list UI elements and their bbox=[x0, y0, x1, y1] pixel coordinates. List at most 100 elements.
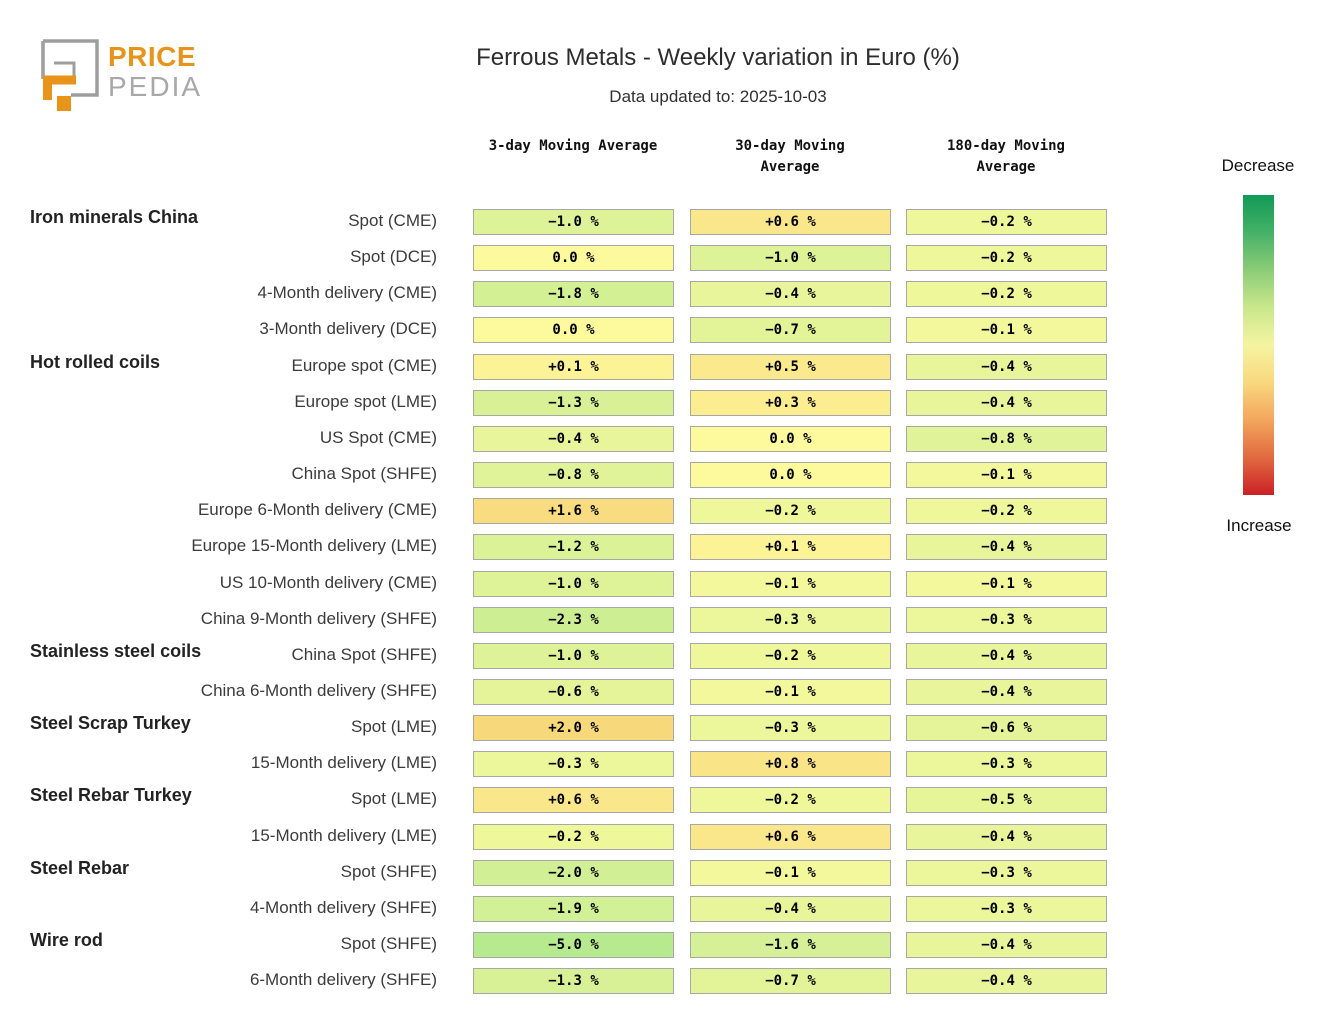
logo-pedia-text: PEDIA bbox=[108, 71, 203, 102]
heatmap-cell: −0.2 % bbox=[906, 209, 1107, 235]
heatmap-cell: −0.4 % bbox=[906, 824, 1107, 850]
row-label: 15-Month delivery (LME) bbox=[250, 826, 437, 845]
heatmap-cell: −0.4 % bbox=[906, 679, 1107, 705]
row-label: 6-Month delivery (SHFE) bbox=[249, 970, 437, 989]
heatmap-cell: −0.6 % bbox=[906, 715, 1107, 741]
heatmap-cell: −0.2 % bbox=[906, 498, 1107, 524]
row-group-label: Steel Rebar bbox=[30, 858, 130, 878]
heatmap-cell: −0.7 % bbox=[690, 968, 891, 994]
heatmap-cell: −1.3 % bbox=[473, 390, 674, 416]
heatmap-cell: −0.2 % bbox=[473, 824, 674, 850]
heatmap-cell: −0.1 % bbox=[690, 679, 891, 705]
row-group-label: Wire rod bbox=[30, 930, 103, 950]
row-label: Spot (SHFE) bbox=[340, 934, 437, 953]
heatmap-cell: +2.0 % bbox=[473, 715, 674, 741]
heatmap-cell: −5.0 % bbox=[473, 932, 674, 958]
legend-decrease-label: Decrease bbox=[1221, 156, 1295, 175]
heatmap-cell: −0.1 % bbox=[690, 571, 891, 597]
row-group-label: Stainless steel coils bbox=[30, 641, 202, 661]
heatmap-cell: +0.6 % bbox=[690, 209, 891, 235]
heatmap-cell: −1.9 % bbox=[473, 896, 674, 922]
heatmap-cell: −0.4 % bbox=[690, 896, 891, 922]
heatmap-cell: −1.6 % bbox=[690, 932, 891, 958]
row-label: 3-Month delivery (DCE) bbox=[259, 319, 437, 338]
heatmap-cell: −0.7 % bbox=[690, 317, 891, 343]
logo-price-text: PRICE bbox=[108, 41, 197, 72]
heatmap-cell: −0.2 % bbox=[906, 245, 1107, 271]
row-group-label: Steel Scrap Turkey bbox=[30, 713, 191, 733]
heatmap-cell: −0.4 % bbox=[906, 354, 1107, 380]
chart-subtitle: Data updated to: 2025-10-03 bbox=[609, 87, 827, 106]
heatmap-cell: −0.8 % bbox=[473, 462, 674, 488]
heatmap-cell: −0.2 % bbox=[906, 281, 1107, 307]
heatmap-cell: −0.4 % bbox=[906, 534, 1107, 560]
heatmap-cell: 0.0 % bbox=[690, 426, 891, 452]
heatmap-cell: −0.4 % bbox=[906, 932, 1107, 958]
row-label: Europe 6-Month delivery (CME) bbox=[197, 500, 437, 519]
heatmap-cell: 0.0 % bbox=[473, 245, 674, 271]
row-label: Spot (CME) bbox=[348, 211, 437, 230]
row-group-label: Iron minerals China bbox=[30, 207, 199, 227]
row-label: Europe 15-Month delivery (LME) bbox=[191, 536, 437, 555]
heatmap-cell: +0.1 % bbox=[690, 534, 891, 560]
heatmap-cell: −0.1 % bbox=[906, 571, 1107, 597]
heatmap-cell: −0.4 % bbox=[906, 968, 1107, 994]
row-label: US 10-Month delivery (CME) bbox=[219, 573, 437, 592]
row-label: Spot (SHFE) bbox=[340, 862, 437, 881]
legend-increase-label: Increase bbox=[1226, 516, 1292, 535]
heatmap-cell: −0.5 % bbox=[906, 787, 1107, 813]
row-group-label: Hot rolled coils bbox=[30, 352, 161, 372]
column-header-180day: 180-day Moving Average bbox=[946, 138, 1065, 175]
heatmap-cell: +0.1 % bbox=[473, 354, 674, 380]
row-label: China Spot (SHFE) bbox=[291, 645, 438, 664]
column-header-3day: 3-day Moving Average bbox=[488, 138, 658, 154]
heatmap-cell: −0.3 % bbox=[473, 751, 674, 777]
row-label: Europe spot (CME) bbox=[291, 356, 438, 375]
heatmap-cell: −0.3 % bbox=[690, 715, 891, 741]
heatmap-cell: −0.3 % bbox=[906, 751, 1107, 777]
heatmap-cell: −0.2 % bbox=[690, 787, 891, 813]
heatmap-cell: −0.4 % bbox=[906, 643, 1107, 669]
heatmap-cell: −0.1 % bbox=[906, 317, 1107, 343]
row-label: 4-Month delivery (SHFE) bbox=[249, 898, 437, 917]
heatmap-cell: −0.3 % bbox=[690, 607, 891, 633]
row-label: China 9-Month delivery (SHFE) bbox=[200, 609, 437, 628]
row-label: Europe spot (LME) bbox=[294, 392, 437, 411]
heatmap-cell: +0.5 % bbox=[690, 354, 891, 380]
legend-colorbar bbox=[1243, 195, 1274, 495]
heatmap-cell: +1.6 % bbox=[473, 498, 674, 524]
heatmap-cell: −0.4 % bbox=[906, 390, 1107, 416]
column-header-30day: 30-day Moving Average bbox=[735, 138, 845, 175]
row-label: 15-Month delivery (LME) bbox=[250, 753, 437, 772]
heatmap-cell: −0.4 % bbox=[473, 426, 674, 452]
heatmap-cell: −0.4 % bbox=[690, 281, 891, 307]
heatmap-cell: −1.0 % bbox=[473, 643, 674, 669]
pricepedia-wordmark: PRICE PEDIA bbox=[108, 42, 202, 102]
heatmap-cell: +0.6 % bbox=[690, 824, 891, 850]
heatmap-cell: 0.0 % bbox=[473, 317, 674, 343]
heatmap-cell: −1.3 % bbox=[473, 968, 674, 994]
heatmap-cell: −1.0 % bbox=[473, 209, 674, 235]
row-label: Spot (LME) bbox=[351, 717, 437, 736]
heatmap-cell: −0.1 % bbox=[906, 462, 1107, 488]
row-label: China Spot (SHFE) bbox=[291, 464, 438, 483]
heatmap-cell: −2.0 % bbox=[473, 860, 674, 886]
heatmap-cell: +0.6 % bbox=[473, 787, 674, 813]
heatmap-cell: −2.3 % bbox=[473, 607, 674, 633]
row-label: China 6-Month delivery (SHFE) bbox=[200, 681, 437, 700]
heatmap-cell: −0.1 % bbox=[690, 860, 891, 886]
heatmap-cell: −0.2 % bbox=[690, 498, 891, 524]
heatmap-cell: 0.0 % bbox=[690, 462, 891, 488]
heatmap-cell: −1.0 % bbox=[690, 245, 891, 271]
row-label: Spot (DCE) bbox=[350, 247, 437, 266]
row-group-label: Steel Rebar Turkey bbox=[30, 785, 192, 805]
heatmap-cell: −0.3 % bbox=[906, 896, 1107, 922]
heatmap-cell: −1.2 % bbox=[473, 534, 674, 560]
heatmap-cell: −0.3 % bbox=[906, 607, 1107, 633]
row-label: Spot (LME) bbox=[351, 789, 437, 808]
chart-title: Ferrous Metals - Weekly variation in Eur… bbox=[476, 44, 960, 71]
heatmap-cell: −0.3 % bbox=[906, 860, 1107, 886]
heatmap-cell: −0.2 % bbox=[690, 643, 891, 669]
heatmap-cell: +0.3 % bbox=[690, 390, 891, 416]
